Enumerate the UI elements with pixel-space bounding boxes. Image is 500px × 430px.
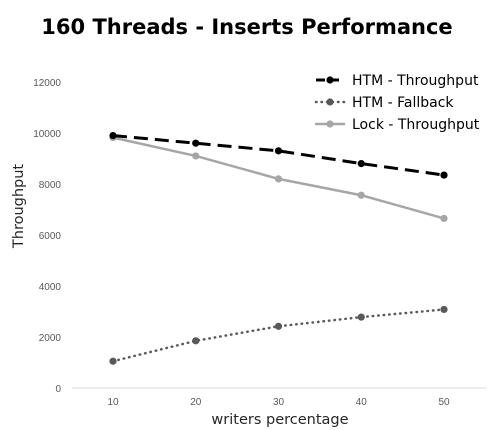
x-tick-label: 40 [356,397,368,408]
series-htm-throughput [109,131,448,179]
x-tick-label: 50 [438,397,450,408]
legend-label: HTM - Fallback [352,95,454,111]
data-point [109,131,117,140]
data-point [440,305,448,314]
series-layer [109,131,448,365]
x-axis-ticks: 10 20 30 40 50 [107,397,450,408]
data-point [357,160,365,168]
legend-label: HTM - Throughput [352,73,479,89]
y-axis-ticks: 0 2000 4000 6000 8000 10000 12000 [33,78,61,395]
data-point [274,322,283,330]
legend-item: HTM - Throughput [316,73,479,89]
y-tick-label: 10000 [33,129,61,140]
legend-marker [326,120,334,128]
data-point [274,147,283,155]
data-point [357,191,365,199]
legend-item: Lock - Throughput [314,117,480,133]
series-line [112,134,445,177]
series-lock-throughput [109,133,448,223]
series-htm-fallback [109,305,448,365]
x-axis-label: writers percentage [211,412,348,428]
data-point [440,214,448,223]
x-tick-label: 20 [190,397,202,408]
legend-marker [326,98,334,106]
y-tick-label: 6000 [39,231,62,242]
legend: HTM - Throughput HTM - Fallback Lock - Thr… [314,73,480,133]
data-point [192,152,200,160]
y-tick-label: 4000 [39,282,62,293]
data-point [274,175,283,183]
legend-marker [326,76,334,84]
y-tick-label: 2000 [39,333,62,344]
series-line [111,308,446,363]
data-point [109,357,117,365]
x-tick-label: 10 [107,397,119,408]
data-point [192,337,200,345]
y-axis-label: Throughput [11,164,27,250]
y-tick-label: 12000 [33,78,61,89]
y-tick-label: 8000 [39,180,62,191]
x-tick-label: 30 [273,397,285,408]
data-point [192,139,200,147]
legend-item: HTM - Fallback [314,95,454,111]
data-point [357,313,365,321]
data-point [440,171,448,179]
y-tick-label: 0 [55,384,61,395]
legend-label: Lock - Throughput [352,117,480,133]
chart-title: 160 Threads - Inserts Performance [41,15,452,39]
